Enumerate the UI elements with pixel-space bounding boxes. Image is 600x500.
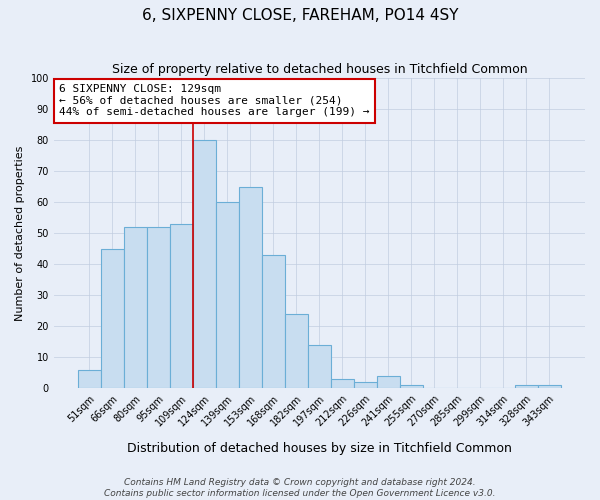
Bar: [377, 376, 400, 388]
Bar: [101, 248, 124, 388]
Title: Size of property relative to detached houses in Titchfield Common: Size of property relative to detached ho…: [112, 62, 527, 76]
Bar: [78, 370, 101, 388]
Bar: [308, 345, 331, 388]
Text: Contains HM Land Registry data © Crown copyright and database right 2024.
Contai: Contains HM Land Registry data © Crown c…: [104, 478, 496, 498]
Text: 6 SIXPENNY CLOSE: 129sqm
← 56% of detached houses are smaller (254)
44% of semi-: 6 SIXPENNY CLOSE: 129sqm ← 56% of detach…: [59, 84, 370, 117]
Bar: [216, 202, 239, 388]
Bar: [515, 385, 538, 388]
Bar: [170, 224, 193, 388]
Bar: [147, 227, 170, 388]
Bar: [239, 186, 262, 388]
Bar: [538, 385, 561, 388]
X-axis label: Distribution of detached houses by size in Titchfield Common: Distribution of detached houses by size …: [127, 442, 512, 455]
Bar: [124, 227, 147, 388]
Bar: [262, 255, 285, 388]
Y-axis label: Number of detached properties: Number of detached properties: [15, 146, 25, 321]
Bar: [285, 314, 308, 388]
Text: 6, SIXPENNY CLOSE, FAREHAM, PO14 4SY: 6, SIXPENNY CLOSE, FAREHAM, PO14 4SY: [142, 8, 458, 22]
Bar: [354, 382, 377, 388]
Bar: [193, 140, 216, 388]
Bar: [400, 385, 423, 388]
Bar: [331, 379, 354, 388]
